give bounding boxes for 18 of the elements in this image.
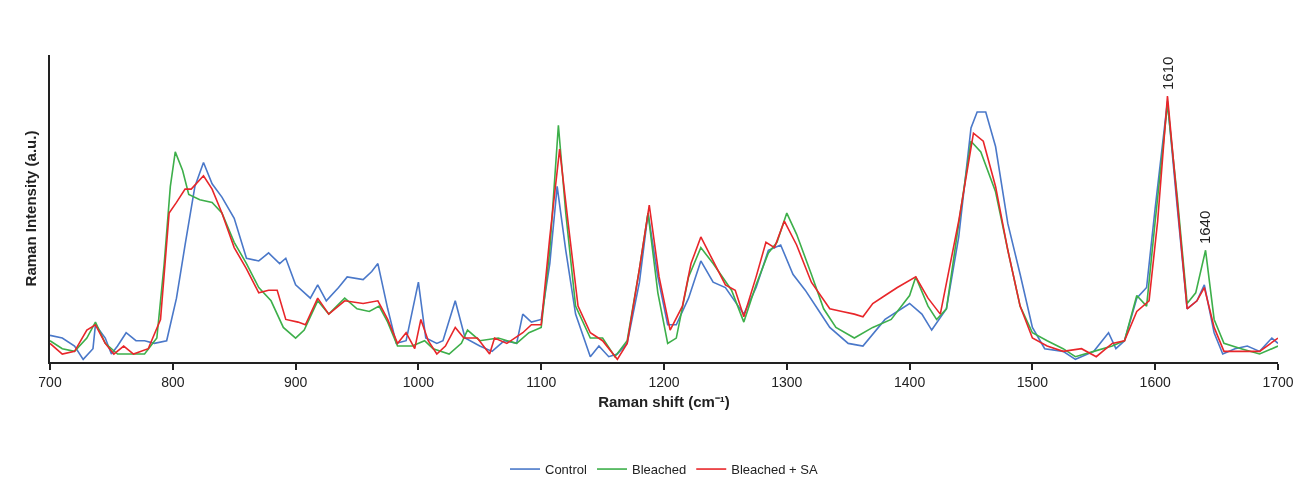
annotation: 1640 xyxy=(1195,210,1213,245)
x-tick-label: 1400 xyxy=(894,373,926,390)
x-tick-label: 700 xyxy=(38,373,62,390)
x-tick-label: 1700 xyxy=(1262,373,1294,390)
y-axis-title: Raman Intensity (a.u.) xyxy=(21,130,39,287)
x-tick-label: 900 xyxy=(283,373,308,390)
x-tick-label: 1200 xyxy=(648,373,680,390)
x-tick-label: 1500 xyxy=(1016,373,1049,390)
x-tick-label: 1100 xyxy=(526,373,557,390)
legend-label: Bleached xyxy=(632,462,687,478)
legend-label: Bleached + SA xyxy=(731,462,818,478)
x-tick-label: 1000 xyxy=(402,373,435,390)
x-tick-label: 800 xyxy=(161,373,185,390)
legend-label: Control xyxy=(545,462,588,478)
x-tick-label: 1300 xyxy=(771,373,803,390)
x-axis-title: Raman shift (cm⁻¹) xyxy=(598,393,730,411)
x-tick-label: 1600 xyxy=(1139,373,1171,390)
annotation: 1610 xyxy=(1158,56,1176,90)
